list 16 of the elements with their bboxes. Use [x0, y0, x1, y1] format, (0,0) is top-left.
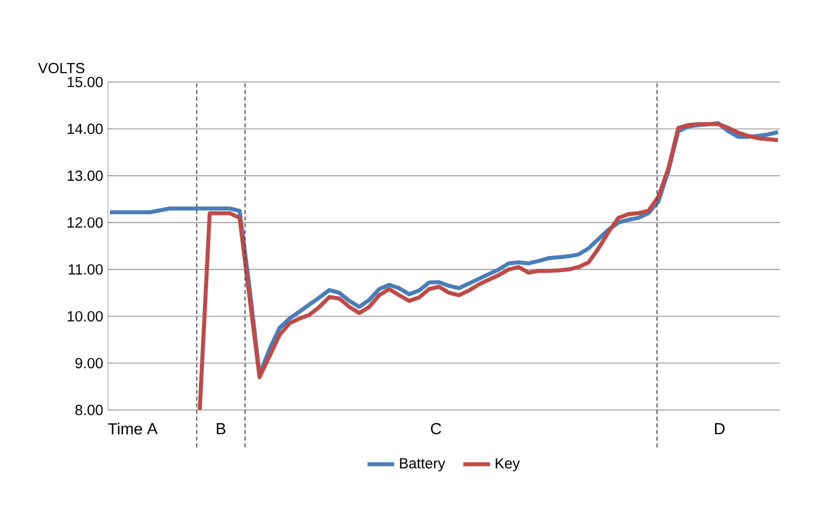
y-tick-label: 10.00: [68, 311, 103, 322]
y-tick-label: 8.00: [75, 404, 103, 416]
text: C: [430, 422, 442, 434]
y-tick-label: 15.00: [68, 76, 103, 88]
text: A: [147, 423, 158, 434]
legend-label: Battery: [400, 458, 446, 472]
y-axis-title: VOLTS: [38, 62, 84, 74]
legend-label: Key: [496, 458, 520, 472]
y-tick-label: 11.00: [68, 264, 103, 275]
x-axis-title: Time: [108, 422, 142, 435]
y-tick-label: 14.00: [68, 124, 103, 134]
text: D: [715, 423, 725, 434]
y-tick-label: 13.00: [68, 170, 103, 181]
y-tick-label: 9.00: [75, 358, 103, 368]
y-tick-label: 12.00: [68, 217, 103, 228]
text: B: [216, 423, 226, 434]
